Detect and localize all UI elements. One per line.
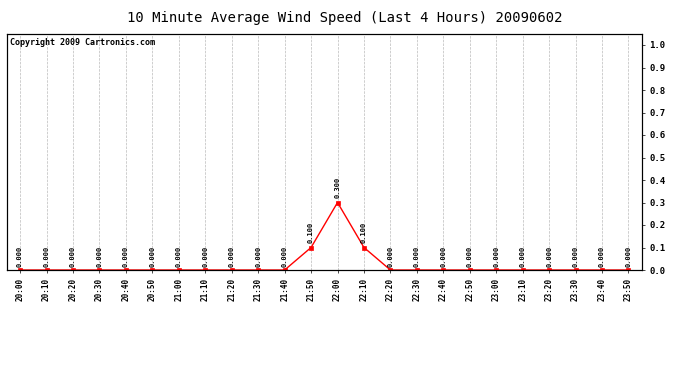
Text: 0.000: 0.000 [493,246,500,267]
Text: 0.000: 0.000 [599,246,605,267]
Text: 0.000: 0.000 [17,246,23,267]
Text: 0.100: 0.100 [361,222,367,243]
Text: 0.000: 0.000 [149,246,155,267]
Text: 0.000: 0.000 [546,246,552,267]
Text: 0.000: 0.000 [573,246,579,267]
Text: 0.000: 0.000 [70,246,76,267]
Text: 0.000: 0.000 [414,246,420,267]
Text: 0.000: 0.000 [43,246,50,267]
Text: 0.000: 0.000 [202,246,208,267]
Text: 0.100: 0.100 [308,222,314,243]
Text: 0.000: 0.000 [228,246,235,267]
Text: 0.000: 0.000 [387,246,393,267]
Text: 0.000: 0.000 [123,246,129,267]
Text: 0.000: 0.000 [176,246,182,267]
Text: 0.000: 0.000 [466,246,473,267]
Text: Copyright 2009 Cartronics.com: Copyright 2009 Cartronics.com [10,39,155,48]
Text: 10 Minute Average Wind Speed (Last 4 Hours) 20090602: 10 Minute Average Wind Speed (Last 4 Hou… [127,11,563,25]
Text: 0.000: 0.000 [282,246,288,267]
Text: 0.000: 0.000 [255,246,262,267]
Text: 0.300: 0.300 [335,177,341,198]
Text: 0.000: 0.000 [625,246,631,267]
Text: 0.000: 0.000 [520,246,526,267]
Text: 0.000: 0.000 [97,246,103,267]
Text: 0.000: 0.000 [440,246,446,267]
